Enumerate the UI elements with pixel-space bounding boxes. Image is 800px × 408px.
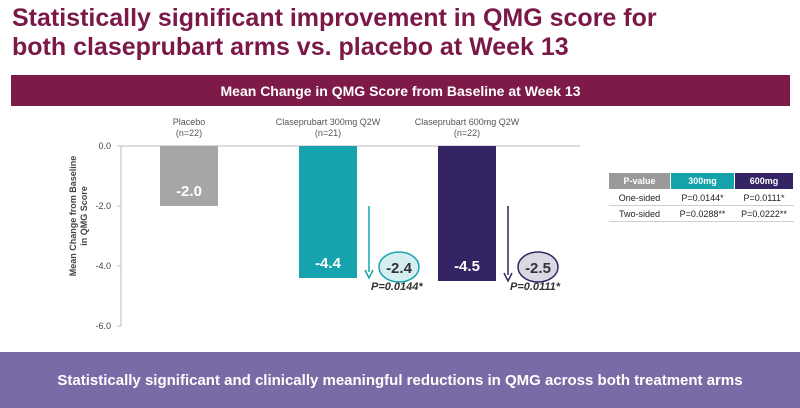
bar-value-label: -4.4 bbox=[315, 255, 342, 272]
slide-title-line-2: both claseprubart arms vs. placebo at We… bbox=[12, 33, 569, 61]
qmg-bar-chart: 0.0 -2.0 -4.0 -6.0 Mean Change from Baseline… bbox=[68, 117, 580, 331]
y-axis-label: in QMG Score bbox=[79, 186, 89, 246]
y-tick-label: -4.0 bbox=[95, 261, 111, 271]
difference-arrow-head bbox=[503, 272, 513, 283]
category-n-label: (n=22) bbox=[176, 128, 202, 138]
p-value-header: P-value bbox=[608, 172, 671, 190]
y-tick-label: -6.0 bbox=[95, 321, 111, 331]
category-n-label: (n=22) bbox=[454, 128, 480, 138]
bar-2 bbox=[299, 146, 357, 278]
row-label: Two-sided bbox=[608, 205, 671, 222]
category-n-label: (n=21) bbox=[315, 128, 341, 138]
y-tick-label: -2.0 bbox=[95, 201, 111, 211]
slide-title: Statistically significant improvement in… bbox=[12, 4, 792, 62]
difference-p-label: P=0.0144* bbox=[371, 281, 423, 293]
bar-value-label: -4.5 bbox=[454, 258, 480, 275]
category-label: Placebo bbox=[173, 117, 206, 127]
row-label: One-sided bbox=[608, 189, 671, 206]
chart-banner: Mean Change in QMG Score from Baseline a… bbox=[11, 75, 790, 106]
category-label: Claseprubart 300mg Q2W bbox=[276, 117, 381, 127]
category-label: Claseprubart 600mg Q2W bbox=[415, 117, 520, 127]
conclusion-footer: Statistically significant and clinically… bbox=[0, 352, 800, 408]
mg300-header: 300mg bbox=[670, 172, 735, 190]
bar-3 bbox=[438, 146, 496, 281]
difference-arrow-head bbox=[364, 269, 374, 280]
table-row: One-sided P=0.0144* P=0.0111* bbox=[608, 189, 794, 206]
mg600-header: 600mg bbox=[734, 172, 794, 190]
y-tick-label: 0.0 bbox=[98, 141, 111, 151]
bar-value-label: -2.0 bbox=[176, 183, 202, 200]
mg600-p-value: P=0.0222** bbox=[734, 205, 794, 222]
bar-1 bbox=[160, 146, 218, 206]
difference-p-label: P=0.0111* bbox=[510, 281, 561, 293]
p-value-table: P-value 300mg 600mg One-sided P=0.0144* … bbox=[608, 172, 794, 222]
y-axis-label: Mean Change from Baseline bbox=[68, 156, 78, 277]
difference-value-label: -2.5 bbox=[525, 260, 551, 277]
mg300-p-value: P=0.0288** bbox=[670, 205, 735, 222]
slide-title-line-1: Statistically significant improvement in… bbox=[12, 4, 657, 32]
difference-badge bbox=[378, 251, 420, 283]
difference-value-label: -2.4 bbox=[386, 260, 413, 277]
mg300-p-value: P=0.0144* bbox=[670, 189, 735, 206]
p-value-table-header: P-value 300mg 600mg bbox=[608, 172, 794, 190]
mg600-p-value: P=0.0111* bbox=[734, 189, 794, 206]
difference-badge bbox=[517, 251, 559, 283]
table-row: Two-sided P=0.0288** P=0.0222** bbox=[608, 205, 794, 222]
